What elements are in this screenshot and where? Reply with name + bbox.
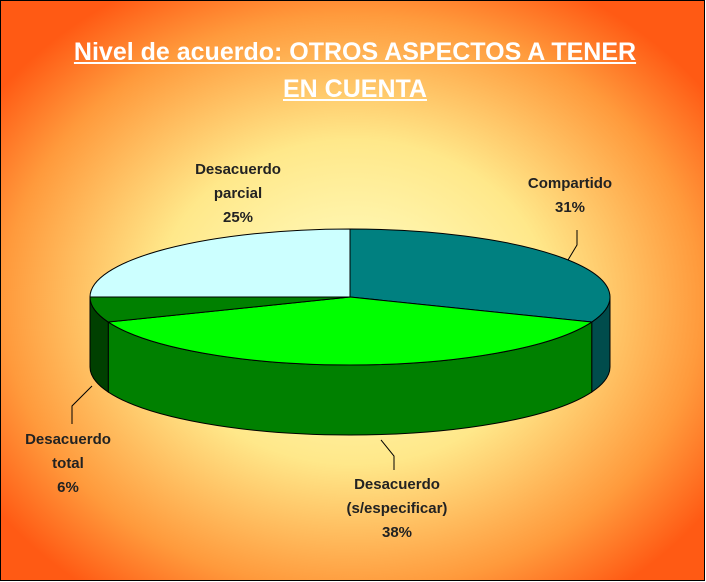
slice-label: parcial: [214, 185, 262, 202]
value-label: 6%: [57, 479, 79, 496]
value-label: 31%: [555, 199, 585, 216]
slice-label: Desacuerdo: [25, 431, 111, 448]
slice-label: Desacuerdo: [354, 476, 440, 493]
value-label: 38%: [382, 524, 412, 541]
slice: [106, 296, 594, 366]
slice-label: total: [52, 455, 84, 472]
value-label: 25%: [223, 209, 253, 226]
labels: Compartido 31% Desacuerdo (s/especificar) 38…: [25, 161, 612, 541]
leader-line: [71, 385, 93, 424]
slice-label: (s/especificar): [347, 500, 448, 517]
slice: [89, 228, 351, 298]
slice-label: Desacuerdo: [195, 161, 281, 178]
chart-title: Nivel de acuerdo: OTROS ASPECTOS A TENER…: [73, 38, 637, 103]
pie: [89, 228, 611, 436]
leader-line: [380, 439, 395, 470]
slice: [349, 228, 611, 323]
slice-label: Compartido: [528, 175, 612, 192]
leader-line: [567, 230, 578, 261]
